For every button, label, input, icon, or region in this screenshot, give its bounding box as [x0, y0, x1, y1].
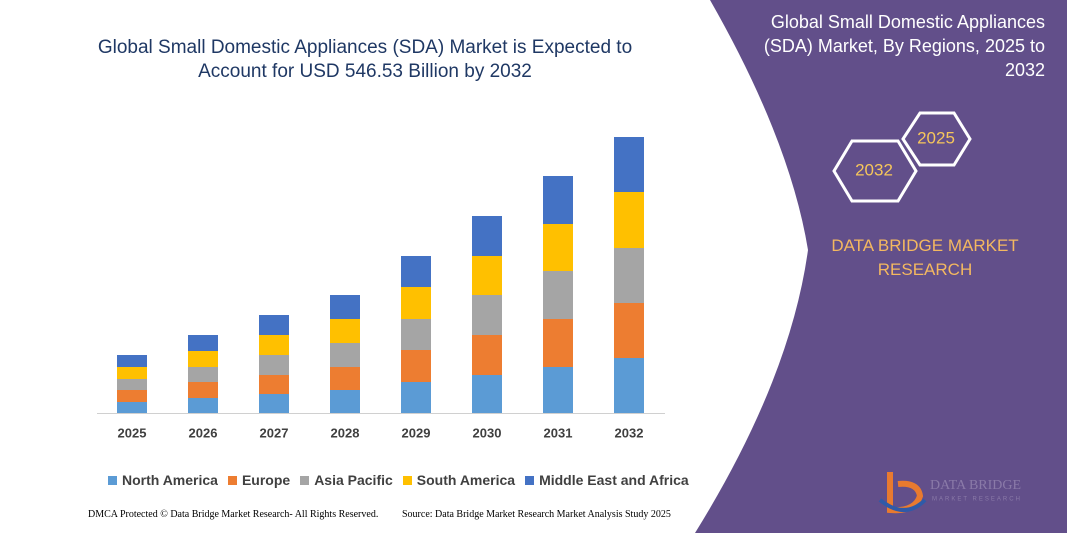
- bar-segment: [117, 367, 147, 379]
- bar-segment: [472, 256, 502, 295]
- bar-segment: [259, 335, 289, 355]
- footer-right: Source: Data Bridge Market Research Mark…: [402, 509, 671, 520]
- legend-swatch: [108, 475, 117, 485]
- legend-item: South America: [402, 472, 516, 488]
- legend-swatch: [227, 475, 237, 485]
- legend-swatch: [300, 475, 310, 485]
- bar-segment: [614, 192, 644, 248]
- hexagon: [901, 111, 972, 167]
- bar-segment: [259, 355, 289, 375]
- bar-segment: [188, 335, 218, 351]
- hex-label: 2032: [855, 160, 893, 179]
- bar-segment: [330, 390, 360, 413]
- legend-item: North America: [108, 472, 218, 488]
- bar-segment: [330, 367, 360, 390]
- bar-segment: [401, 287, 431, 319]
- x-tick-label: 2031: [544, 425, 573, 440]
- bar-segment: [188, 398, 218, 413]
- bar-segment: [614, 303, 644, 358]
- x-tick-label: 2028: [331, 425, 360, 440]
- bar-segment: [543, 176, 573, 224]
- legend-label: Europe: [241, 472, 291, 488]
- legend-item: Asia Pacific: [300, 472, 393, 488]
- brand: DATA BRIDGE MARKET RESEARCH: [831, 236, 1019, 279]
- logo-mark: [878, 498, 927, 512]
- bar-segment: [543, 319, 573, 367]
- bar-segment: [401, 382, 431, 413]
- legend-label: North America: [122, 472, 218, 488]
- bar-segment: [543, 367, 573, 413]
- bar-segment: [614, 137, 644, 192]
- footer-left: DMCA Protected © Data Bridge Market Rese…: [88, 509, 379, 520]
- bar-segment: [543, 224, 573, 271]
- chart-title: Global Small Domestic Appliances (SDA) M…: [97, 37, 633, 82]
- bar-segment: [472, 335, 502, 375]
- bar-segment: [472, 375, 502, 413]
- bar-segment: [401, 319, 431, 350]
- bar-segment: [188, 351, 218, 367]
- bar-segment: [614, 248, 644, 303]
- x-tick-label: 2025: [118, 425, 147, 440]
- legend: North America Europe Asia Pacific South Ame…: [108, 472, 689, 488]
- panel-title: Global Small Domestic Appliances (SDA) M…: [763, 12, 1045, 80]
- bar-segment: [259, 375, 289, 394]
- bar-segment: [330, 295, 360, 319]
- legend-swatch: [402, 475, 412, 485]
- bar-segment: [472, 295, 502, 335]
- legend-label: South America: [416, 472, 516, 488]
- bar-segment: [330, 319, 360, 343]
- x-tick-label: 2029: [402, 425, 431, 440]
- bar-segment: [401, 256, 431, 287]
- bar-segment: [401, 350, 431, 382]
- x-tick-label: 2026: [189, 425, 218, 440]
- bar-segment: [330, 343, 360, 367]
- bar-segment: [472, 216, 502, 256]
- bar-segment: [259, 315, 289, 335]
- bar-segment: [188, 367, 218, 382]
- legend-item: Middle East and Africa: [525, 472, 689, 488]
- logo-name: DATA BRIDGE: [930, 478, 1021, 493]
- bar-segment: [259, 394, 289, 413]
- bar-segment: [117, 390, 147, 402]
- bar-segment: [188, 382, 218, 398]
- side-panel: [695, 0, 1067, 533]
- legend-label: Middle East and Africa: [539, 472, 689, 488]
- bar-segment: [543, 271, 573, 319]
- bar-segment: [117, 355, 147, 367]
- bar-segment: [117, 402, 147, 413]
- legend-swatch: [525, 475, 535, 485]
- x-tick-label: 2027: [260, 425, 289, 440]
- x-tick-label: 2030: [473, 425, 502, 440]
- hex-label: 2025: [917, 128, 955, 147]
- bar-segment: [117, 379, 147, 390]
- x-tick-label: 2032: [615, 425, 644, 440]
- bar-segment: [614, 358, 644, 413]
- legend-label: Asia Pacific: [314, 472, 393, 488]
- legend-item: Europe: [227, 472, 291, 488]
- logo-tagline: MARKET RESEARCH: [932, 497, 1022, 503]
- hexagon: [832, 139, 918, 203]
